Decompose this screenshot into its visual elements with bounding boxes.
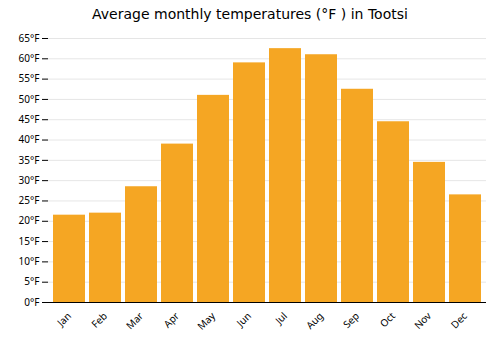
svg-text:5°F: 5°F xyxy=(24,274,39,288)
svg-text:35°F: 35°F xyxy=(19,153,40,167)
svg-text:45°F: 45°F xyxy=(19,112,40,126)
svg-text:Apr: Apr xyxy=(160,309,182,331)
svg-text:Jul: Jul xyxy=(271,309,290,328)
svg-text:Feb: Feb xyxy=(88,309,110,331)
svg-text:Jun: Jun xyxy=(233,309,254,330)
svg-text:60°F: 60°F xyxy=(19,51,40,65)
svg-text:20°F: 20°F xyxy=(19,213,40,227)
svg-text:25°F: 25°F xyxy=(19,193,40,207)
svg-text:40°F: 40°F xyxy=(19,132,40,146)
svg-text:15°F: 15°F xyxy=(19,234,40,248)
svg-text:0°F: 0°F xyxy=(24,295,39,309)
svg-text:Sep: Sep xyxy=(340,309,362,331)
svg-text:Aug: Aug xyxy=(303,309,326,332)
svg-text:Nov: Nov xyxy=(411,308,435,332)
svg-text:65°F: 65°F xyxy=(19,31,40,45)
html-text:Average monthly temperatures (: Average monthly temperatures (°F ) in To… xyxy=(92,6,408,22)
svg-text:Jan: Jan xyxy=(53,309,74,330)
svg-text:Dec: Dec xyxy=(447,309,470,332)
svg-text:May: May xyxy=(194,308,219,333)
svg-text:30°F: 30°F xyxy=(19,173,40,187)
svg-text:55°F: 55°F xyxy=(19,71,40,85)
svg-text:50°F: 50°F xyxy=(19,92,40,106)
svg-text:Oct: Oct xyxy=(377,309,399,331)
svg-text:10°F: 10°F xyxy=(19,254,40,268)
svg-text:Mar: Mar xyxy=(123,309,146,332)
